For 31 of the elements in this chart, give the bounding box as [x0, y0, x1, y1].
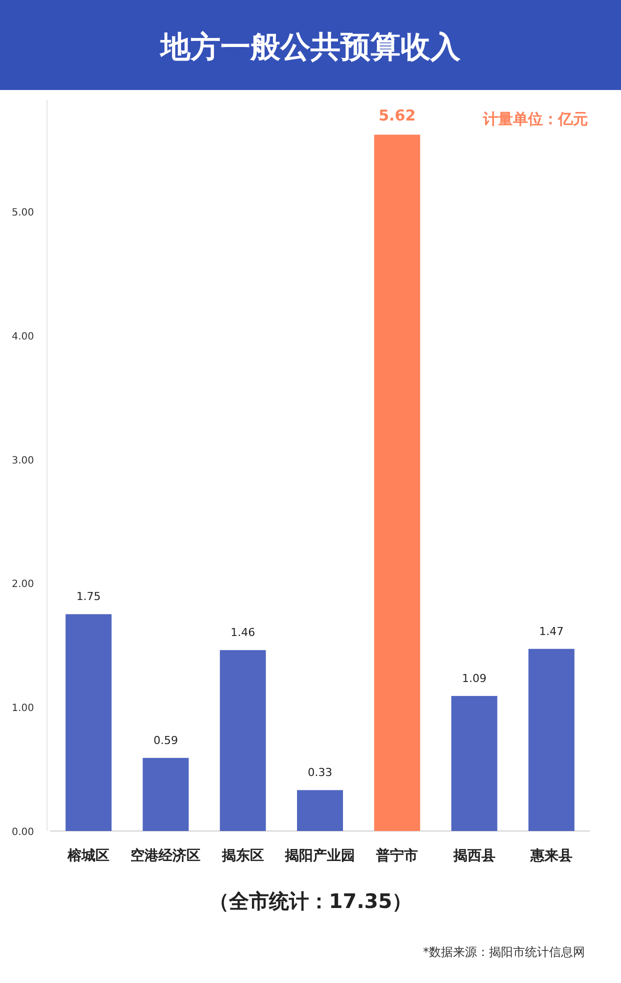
x-tick-label: 揭阳产业园	[284, 847, 355, 864]
data-label: 1.47	[539, 624, 564, 638]
y-tick-label: 4.00	[12, 331, 34, 342]
data-label: 1.46	[230, 626, 256, 640]
x-tick-label: 惠来县	[529, 848, 572, 864]
data-label: 0.59	[153, 734, 178, 747]
bar	[528, 648, 574, 831]
data-label: 1.09	[462, 672, 487, 685]
y-tick-label: 3.00	[12, 455, 34, 466]
text: *数据来源：揭阳市统计信息网	[423, 945, 585, 959]
data-label: 5.62	[378, 106, 416, 125]
chart-title: 地方一般公共预算收入	[158, 30, 462, 65]
x-tick-label: 榕城区	[66, 847, 110, 864]
y-tick-label: 1.00	[12, 703, 34, 714]
bar	[297, 790, 343, 831]
data-label: 1.75	[76, 590, 101, 604]
y-tick-label: 2.00	[12, 579, 34, 590]
x-tick-label: 空港经济区	[130, 847, 201, 864]
data-label: 0.33	[308, 766, 332, 780]
bar	[374, 134, 420, 831]
bar	[451, 696, 498, 831]
bar	[220, 650, 266, 831]
bar	[66, 614, 112, 831]
x-tick-label: 揭东区	[220, 847, 264, 864]
bar	[142, 758, 189, 831]
y-tick-label: 0.00	[12, 827, 34, 838]
annotation: 计量单位：亿元	[482, 110, 588, 128]
x-tick-label: 普宁市	[375, 847, 418, 864]
text: （全市统计：17.35）	[208, 889, 412, 913]
y-tick-label: 5.00	[12, 208, 34, 219]
x-tick-label: 揭西县	[452, 848, 496, 864]
